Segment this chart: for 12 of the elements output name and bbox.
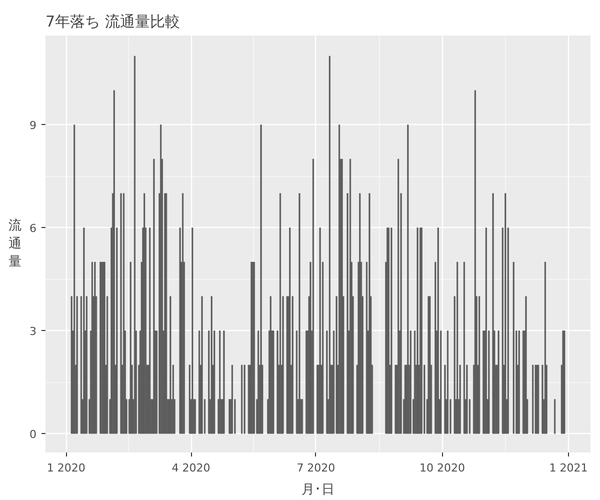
y-tick-label: 0 xyxy=(30,428,36,442)
x-tick-label: 1 2020 xyxy=(46,462,86,474)
y-tick-label: 6 xyxy=(30,222,36,236)
x-axis-title: 月･日 xyxy=(302,482,334,498)
x-tick-label: 10 2020 xyxy=(419,462,465,474)
x-tick-label: 4 2020 xyxy=(172,462,210,474)
y-tick-label: 9 xyxy=(30,119,36,132)
y-tick-label: 3 xyxy=(30,325,36,338)
x-tick-label: 1 2021 xyxy=(549,462,588,474)
x-tick-label: 7 2020 xyxy=(296,462,336,474)
chart-title: 7年落ち 流通量比較 xyxy=(46,12,180,30)
y-axis-title: 流通量 xyxy=(8,218,22,270)
